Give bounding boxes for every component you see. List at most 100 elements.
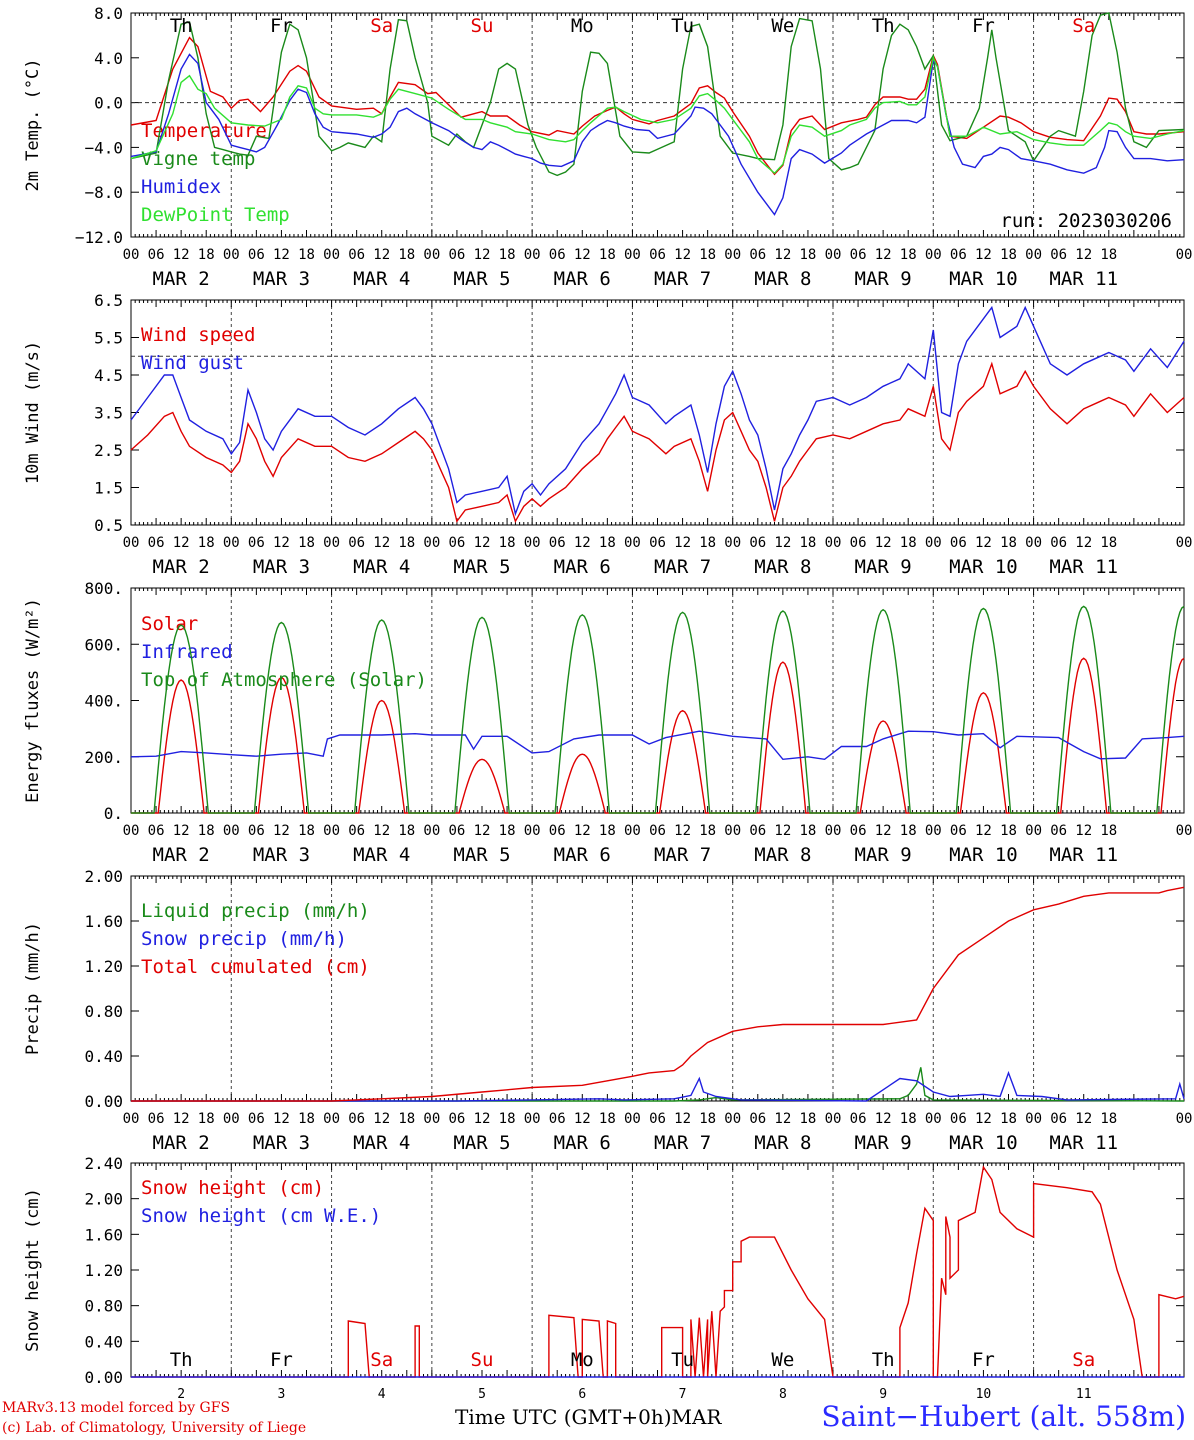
hour-label: 18 bbox=[1000, 823, 1017, 839]
month-day-label: MAR 2 bbox=[153, 1132, 210, 1154]
legend-label: Total cumulated (cm) bbox=[141, 956, 370, 978]
hour-label: 12 bbox=[173, 823, 190, 839]
y-tick-label: 0.00 bbox=[84, 1092, 123, 1111]
y-tick-label: 1.5 bbox=[94, 479, 123, 498]
hour-label: 12 bbox=[975, 247, 992, 263]
hour-label: 18 bbox=[699, 535, 716, 551]
month-day-label: MAR 10 bbox=[949, 844, 1018, 866]
hour-label: 18 bbox=[799, 535, 816, 551]
legend-label: Snow precip (mm/h) bbox=[141, 928, 347, 950]
series-line-total-cumulated-cm bbox=[131, 886, 1185, 1102]
hour-label: 00 bbox=[925, 1111, 942, 1127]
hour-label: 00 bbox=[724, 823, 741, 839]
month-day-label: MAR 8 bbox=[754, 556, 811, 578]
hour-label: 12 bbox=[674, 247, 691, 263]
chart-panel: 2.00 1.60 1.20 0.80 0.40 0.00 Precip (mm/h) Liq… bbox=[23, 867, 1192, 1154]
hour-label: 06 bbox=[448, 1111, 465, 1127]
hour-label: 00 bbox=[825, 823, 842, 839]
hour-label: 12 bbox=[173, 535, 190, 551]
hour-label: 00 bbox=[123, 535, 140, 551]
hour-label: 06 bbox=[549, 823, 566, 839]
hour-label: 18 bbox=[1000, 535, 1017, 551]
month-day-label: MAR 11 bbox=[1049, 268, 1118, 290]
day-number: 4 bbox=[378, 1387, 386, 1402]
y-tick-label: 0.40 bbox=[84, 1047, 123, 1066]
day-number: 5 bbox=[478, 1387, 486, 1402]
hour-label: 00 bbox=[1176, 1111, 1193, 1127]
hour-label: 00 bbox=[524, 1111, 541, 1127]
hour-label: 06 bbox=[348, 247, 365, 263]
hour-label: 00 bbox=[123, 823, 140, 839]
month-day-label: MAR 9 bbox=[855, 268, 912, 290]
series-line-liquid-precip-mm-h bbox=[131, 1067, 1185, 1102]
month-day-label: MAR 9 bbox=[855, 1132, 912, 1154]
series-line-snow-precip-mm-h bbox=[131, 1070, 1185, 1102]
y-tick-label: 2.00 bbox=[84, 1190, 123, 1209]
hour-label: 12 bbox=[1075, 1111, 1092, 1127]
day-number: 9 bbox=[879, 1387, 887, 1402]
series-line-humidex bbox=[130, 53, 1185, 216]
month-day-label: MAR 11 bbox=[1049, 1132, 1118, 1154]
lab-credit: (c) Lab. of Climatology, University of L… bbox=[2, 1420, 307, 1436]
month-day-label: MAR 2 bbox=[153, 268, 210, 290]
hour-label: 00 bbox=[423, 1111, 440, 1127]
hour-label: 18 bbox=[599, 823, 616, 839]
hour-label: 18 bbox=[799, 247, 816, 263]
hour-label: 06 bbox=[148, 1111, 165, 1127]
month-day-label: MAR 6 bbox=[554, 268, 611, 290]
hour-label: 18 bbox=[799, 823, 816, 839]
series-line-wind-speed bbox=[130, 361, 1185, 524]
hour-label: 12 bbox=[1075, 535, 1092, 551]
hour-label: 18 bbox=[398, 823, 415, 839]
month-day-label: MAR 6 bbox=[554, 844, 611, 866]
series-line-snow-height-cm bbox=[131, 1165, 1185, 1378]
weekday-label: Fr bbox=[972, 1349, 995, 1371]
hour-label: 00 bbox=[1025, 247, 1042, 263]
hour-label: 18 bbox=[900, 1111, 917, 1127]
month-day-label: MAR 7 bbox=[654, 556, 711, 578]
hour-label: 12 bbox=[875, 535, 892, 551]
month-day-label: MAR 10 bbox=[949, 268, 1018, 290]
day-number: 8 bbox=[779, 1387, 787, 1402]
hour-label: 18 bbox=[900, 535, 917, 551]
hour-label: 00 bbox=[323, 247, 340, 263]
legend-label: Top of Atmosphere (Solar) bbox=[141, 669, 427, 691]
hour-label: 06 bbox=[649, 535, 666, 551]
hour-label: 18 bbox=[1100, 247, 1117, 263]
hour-label: 00 bbox=[524, 823, 541, 839]
chart-panel: 800. 600. 400. 200. 0. Energy fluxes (W/m²) So… bbox=[23, 579, 1192, 866]
hour-label: 12 bbox=[474, 1111, 491, 1127]
hour-label: 06 bbox=[950, 1111, 967, 1127]
y-tick-label: 0.00 bbox=[84, 1368, 123, 1387]
month-day-label: MAR 5 bbox=[453, 268, 510, 290]
hour-label: 12 bbox=[674, 535, 691, 551]
weekday-label: Fr bbox=[270, 15, 293, 37]
hour-label: 00 bbox=[123, 1111, 140, 1127]
hour-label: 12 bbox=[674, 823, 691, 839]
hour-label: 06 bbox=[549, 1111, 566, 1127]
legend-label: Solar bbox=[141, 613, 198, 635]
weekday-label: Su bbox=[471, 15, 494, 37]
month-day-label: MAR 5 bbox=[453, 556, 510, 578]
hour-label: 18 bbox=[599, 247, 616, 263]
hour-label: 18 bbox=[398, 1111, 415, 1127]
hour-label: 06 bbox=[248, 1111, 265, 1127]
hour-label: 12 bbox=[1075, 247, 1092, 263]
hour-label: 18 bbox=[1100, 1111, 1117, 1127]
month-day-label: MAR 3 bbox=[253, 268, 310, 290]
hour-label: 00 bbox=[624, 823, 641, 839]
y-tick-label: −8.0 bbox=[84, 183, 123, 202]
hour-label: 18 bbox=[398, 535, 415, 551]
legend-label: Infrared bbox=[141, 641, 233, 663]
hour-label: 18 bbox=[599, 535, 616, 551]
y-tick-label: 0.80 bbox=[84, 1297, 123, 1316]
weekday-label: Th bbox=[872, 1349, 895, 1371]
month-day-label: MAR 3 bbox=[253, 844, 310, 866]
hour-label: 00 bbox=[223, 823, 240, 839]
hour-label: 12 bbox=[273, 535, 290, 551]
month-day-label: MAR 10 bbox=[949, 556, 1018, 578]
legend-label: Wind gust bbox=[141, 352, 244, 374]
hour-label: 00 bbox=[223, 535, 240, 551]
series-line-vigne-temp bbox=[130, 12, 1185, 177]
time-axis-label: Time UTC (GMT+0h)MAR bbox=[455, 1405, 722, 1429]
